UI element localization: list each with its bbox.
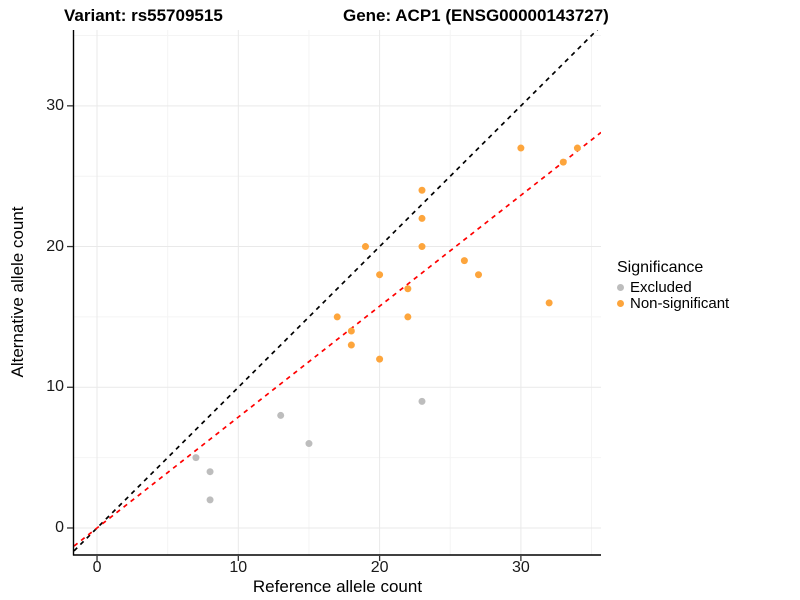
legend-dot-icon (617, 284, 624, 291)
x-tick-label: 10 (229, 559, 248, 576)
y-tick-label: 0 (55, 518, 64, 536)
data-point-non-significant (475, 271, 483, 279)
x-tick-label: 30 (511, 559, 530, 576)
data-point-non-significant (418, 243, 426, 251)
y-tick-label: 10 (46, 378, 64, 396)
legend-items: Excluded Non-significant (617, 279, 730, 312)
y-tick-label: 20 (46, 237, 64, 255)
variant-title: Variant: rs55709515 (64, 6, 223, 25)
data-point-non-significant (559, 158, 567, 166)
x-tick-label: 0 (92, 559, 102, 576)
data-point-non-significant (573, 144, 581, 152)
x-axis-title: Reference allele count (252, 577, 423, 596)
data-point-non-significant (361, 243, 369, 251)
legend-dot-icon (617, 300, 624, 307)
data-point-excluded (192, 454, 200, 462)
data-point-excluded (206, 468, 214, 476)
data-point-non-significant (347, 341, 355, 349)
y-tick-label: 30 (46, 96, 64, 114)
gene-title: Gene: ACP1 (ENSG00000143727) (343, 6, 609, 25)
data-point-non-significant (418, 186, 426, 194)
plot-panel (67, 30, 601, 561)
data-point-excluded (305, 440, 313, 448)
data-point-excluded (418, 397, 426, 405)
data-point-excluded (277, 411, 285, 419)
data-point-non-significant (517, 144, 525, 152)
legend-title: Significance (617, 259, 704, 276)
data-point-non-significant (333, 313, 341, 321)
data-point-non-significant (347, 327, 355, 335)
data-point-non-significant (376, 271, 384, 279)
identity-line (73, 30, 599, 552)
legend-item: Non-significant (617, 295, 730, 312)
data-point-non-significant (376, 355, 384, 363)
x-tick-label: 20 (370, 559, 389, 576)
data-point-non-significant (460, 257, 468, 265)
legend-item: Excluded (617, 279, 729, 296)
data-point-excluded (206, 496, 214, 504)
data-point-non-significant (404, 285, 412, 293)
data-point-non-significant (404, 313, 412, 321)
fit-line (73, 131, 601, 547)
legend: Significance Excluded Non-significant (617, 259, 729, 312)
data-point-non-significant (418, 214, 426, 222)
y-axis-title: Alternative allele count (8, 206, 27, 378)
data-point-non-significant (545, 299, 553, 307)
legend-item-label: Non-significant (630, 295, 730, 312)
legend-item-label: Excluded (630, 279, 692, 296)
